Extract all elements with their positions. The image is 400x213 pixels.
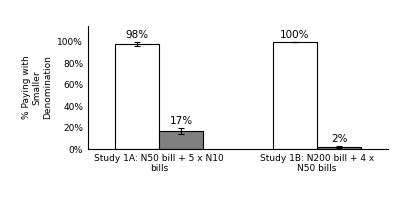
Bar — [273, 42, 317, 149]
Text: 100%: 100% — [280, 30, 310, 40]
Text: 98%: 98% — [125, 30, 148, 40]
Bar — [159, 131, 203, 149]
Y-axis label: % Paying with
Smaller
Denomination: % Paying with Smaller Denomination — [22, 55, 52, 119]
Bar — [317, 147, 361, 149]
Text: 2%: 2% — [331, 134, 347, 144]
Bar — [115, 44, 159, 149]
Text: 17%: 17% — [170, 116, 193, 126]
